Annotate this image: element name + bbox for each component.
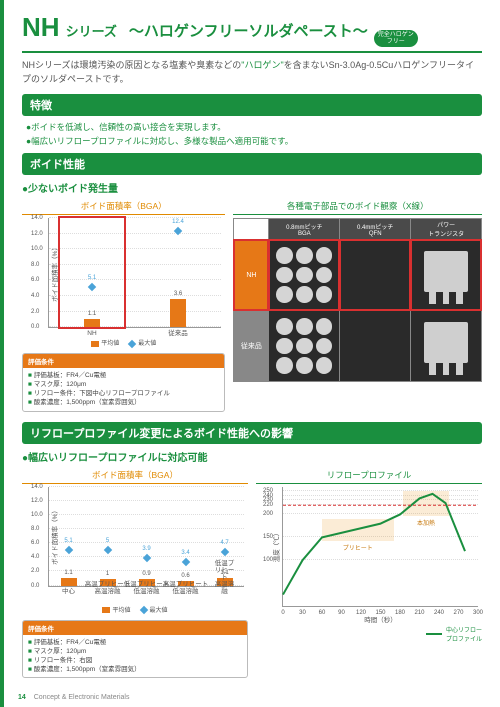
xray-title: 各種電子部品でのボイド観察（X線） [233,198,482,215]
subtitle: ～ハロゲンフリーソルダペースト～ [129,20,368,41]
footer: 14 Concept & Electronic Materials [18,694,129,701]
void-legend: 平均値 最大値 [22,338,225,347]
series-label: シリーズ [66,21,117,40]
profile-title: リフロープロファイル [256,467,482,484]
profile-legend: 中心リフロー プロファイル [256,625,482,643]
legend-avg: 平均値 [101,341,119,347]
cond-head: 評価条件 [23,621,247,635]
page-number: 14 [18,694,26,701]
xray-grid: 0.8mmピッチ BGA0.4mmピッチ QFNパワー トランジスタNH従来品 [233,218,482,382]
section-void: ボイド性能 [22,153,482,175]
footer-text: Concept & Electronic Materials [34,694,130,701]
legend-avg: 平均値 [112,608,130,614]
profile-chart: 温度（℃） 時間（秒） 1001502002202302402500306090… [282,487,478,607]
reflow-subhead: ●幅広いリフロープロファイルに対応可能 [22,449,482,464]
section-reflow: リフロープロファイル変更によるボイド性能への影響 [22,422,482,444]
legend-max: 最大値 [150,608,168,614]
cond-head: 評価条件 [23,354,224,368]
reflow-chart-title: ボイド面積率（BGA） [22,467,248,484]
intro-l1: NHシリーズは環境汚染の原因となる塩素や臭素などの [22,60,241,70]
title-row: NH シリーズ ～ハロゲンフリーソルダペースト～ 完全ハロゲン フリー [22,12,482,53]
feature-bullet: ●幅広いリフロープロファイルに対応し、多様な製品へ適用可能です。 [26,135,482,147]
intro-highlight: "ハロゲン" [241,60,283,70]
void-subhead: ●少ないボイド発生量 [22,180,482,195]
intro-text: NHシリーズは環境汚染の原因となる塩素や臭素などの"ハロゲン"を含まないSn-3… [22,59,482,86]
conditions-box-1: 評価条件 評価基板：FR4／Cu電極マスク厚：120μmリフロー条件：下図中心リ… [22,353,225,411]
void-chart-title: ボイド面積率（BGA） [22,198,225,215]
legend-max: 最大値 [138,341,156,347]
void-chart: ボイド面積率（%） 0.02.04.06.08.010.012.014.01.1… [48,218,221,328]
reflow-chart: ボイド面積率（%） 0.02.04.06.08.010.012.014.01.1… [48,487,244,587]
feature-bullet: ●ボイドを低減し、信頼性の高い接合を実現します。 [26,121,482,133]
halogen-free-badge: 完全ハロゲン フリー [374,30,418,47]
profile-legend-label: 中心リフロー プロファイル [446,625,482,643]
conditions-box-2: 評価条件 評価基板：FR4／Cu電極マスク厚：120μmリフロー条件：右図酸素濃… [22,620,248,678]
nh-label: NH [22,12,60,43]
section-features: 特徴 [22,94,482,116]
reflow-legend: 平均値 最大値 [22,605,248,614]
